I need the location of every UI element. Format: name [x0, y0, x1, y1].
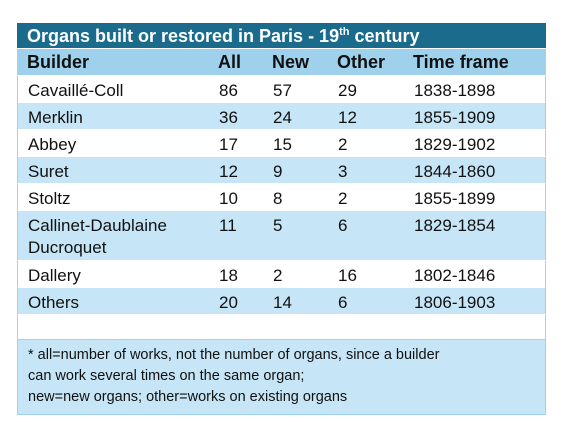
footnote-line: can work several times on the same organ… [28, 368, 305, 384]
header-cell: New [272, 52, 310, 72]
title-row: Organs built or restored in Paris - 19th… [17, 23, 546, 49]
table-row: Abbey 17 15 2 1829-1902 [17, 130, 546, 157]
table-cell: 12 [338, 108, 357, 127]
table-cell: 1802-1846 [414, 266, 496, 285]
table-cell: 12 [219, 162, 238, 181]
header-cell: Other [337, 52, 386, 72]
table-cell: 6 [338, 216, 348, 235]
table-cell: 20 [219, 293, 238, 312]
builder-name: Cavaillé-Coll [28, 81, 124, 100]
footnote: * all=number of works, not the number of… [17, 340, 546, 415]
table-cell: 57 [273, 81, 292, 100]
builder-cell: Others [28, 292, 79, 314]
table-cell: 10 [219, 189, 238, 208]
table-cell: 11 [219, 216, 237, 235]
table-cell: 15 [273, 135, 292, 154]
table-row: Dallery 18 2 16 1802-1846 [17, 261, 546, 288]
table-cell: 5 [273, 216, 283, 235]
builder-cell: Stoltz [28, 188, 71, 210]
builder-name: Suret [28, 162, 69, 181]
table-cell: 18 [219, 266, 238, 285]
builder-cell: Abbey [28, 134, 76, 156]
table-cell: 1829-1854 [414, 216, 496, 235]
builder-cell: Dallery [28, 265, 81, 287]
header-cell: All [218, 52, 242, 72]
footnote-line: * all=number of works, not the number of… [28, 347, 440, 363]
table-row: Suret 12 9 3 1844-1860 [17, 157, 546, 184]
table-cell: 1844-1860 [414, 162, 496, 181]
table-row: Stoltz 10 8 2 1855-1899 [17, 184, 546, 211]
table: Organs built or restored in Paris - 19th… [17, 23, 546, 415]
builder-name: Others [28, 293, 80, 312]
table-row: Merklin 36 24 12 1855-1909 [17, 103, 546, 130]
table-cell: 24 [273, 108, 292, 127]
table-cell: 1806-1903 [414, 293, 496, 312]
footnote-line: new=new organs; other=works on existing … [28, 389, 348, 405]
builder-name: Callinet-Daublaine [28, 216, 167, 235]
table-cell: 17 [219, 135, 238, 154]
builder-cell: Suret [28, 161, 69, 183]
table-row: Callinet-Daublaine Ducroquet 11 5 6 1829-1854 [17, 211, 546, 261]
header-cell: Time frame [413, 52, 509, 72]
header-row: Builder All New Other Time frame [17, 49, 546, 76]
table-cell: 1855-1909 [414, 108, 496, 127]
table-cell: 6 [338, 293, 348, 312]
table-cell: 86 [219, 81, 238, 100]
table-cell: 1838-1898 [414, 81, 496, 100]
builder-name: Dallery [28, 266, 81, 285]
table-body: Cavaillé-Coll 86 57 29 1838-1898 Merklin 36 24 1… [17, 76, 546, 315]
table-cell: 3 [338, 162, 348, 181]
table-cell: 2 [338, 135, 348, 154]
builder-cell: Cavaillé-Coll [28, 80, 123, 102]
table-cell: 16 [338, 266, 357, 285]
table-cell: 8 [273, 189, 283, 208]
builder-name: Stoltz [28, 189, 71, 208]
table-row: Cavaillé-Coll 86 57 29 1838-1898 [17, 76, 546, 103]
title: Organs built or restored in Paris - 19 [27, 26, 340, 46]
builder-name: Abbey [28, 135, 77, 154]
table-cell: 2 [338, 189, 348, 208]
table-cell: 9 [273, 162, 283, 181]
builder-cell: Merklin [28, 107, 83, 129]
builder-name: Merklin [28, 108, 83, 127]
table-row: Others 20 14 6 1806-1903 [17, 288, 546, 315]
header-cell: Builder [27, 52, 90, 72]
title-end: century [349, 26, 420, 46]
empty-row [17, 315, 546, 340]
builder-cell: Callinet-Daublaine Ducroquet [28, 215, 167, 259]
table-cell: 36 [219, 108, 238, 127]
builder-name: Ducroquet [28, 238, 107, 257]
table-cell: 2 [273, 266, 283, 285]
table-cell: 1829-1902 [414, 135, 496, 154]
table-cell: 29 [338, 81, 357, 100]
title-superscript: th [339, 26, 350, 38]
table-cell: 1855-1899 [414, 189, 496, 208]
table-cell: 14 [273, 293, 292, 312]
